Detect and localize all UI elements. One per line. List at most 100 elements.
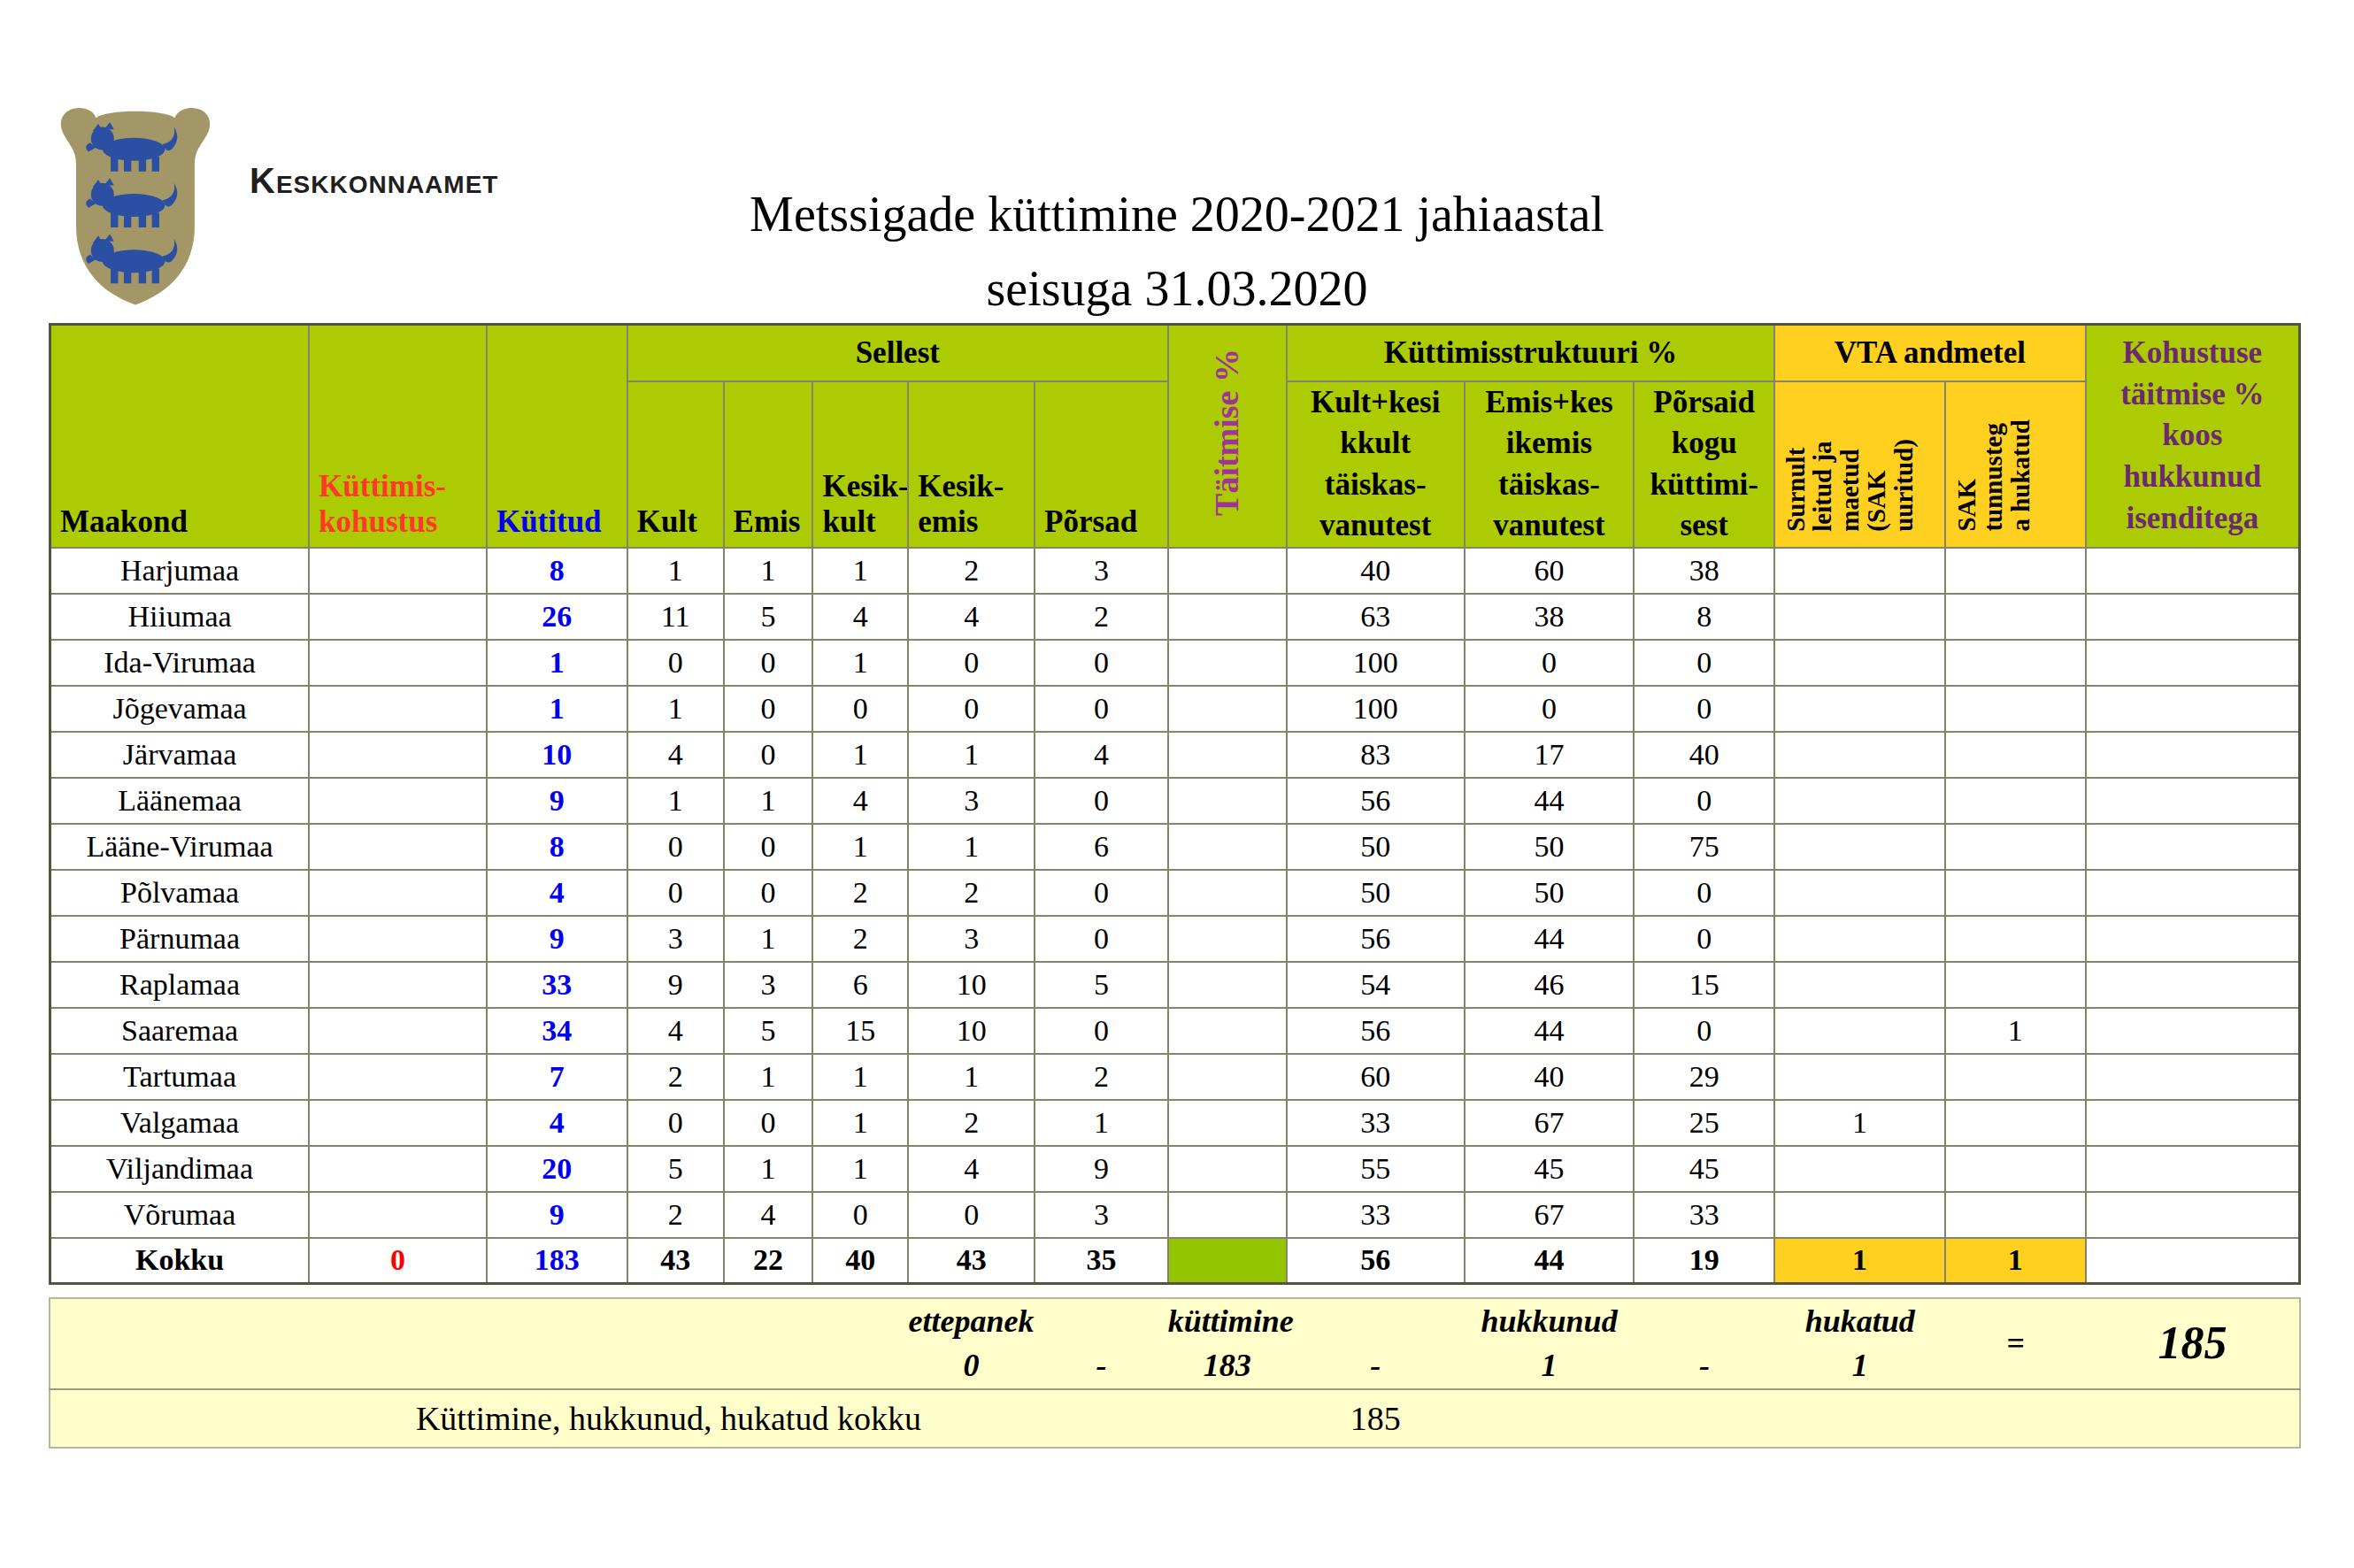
cell-s3: 0	[1634, 778, 1774, 824]
cell-emis: 0	[724, 686, 813, 732]
cell-kk: 1	[812, 548, 908, 594]
cell-kytitud: 7	[487, 1054, 627, 1100]
cell-kult: 0	[627, 870, 724, 916]
cell-kytitud: 9	[487, 778, 627, 824]
cell-s1: 50	[1287, 870, 1465, 916]
col-header-kult-kesikkult-pct: Kult+kesi kkult täiskas- vanutest	[1287, 381, 1465, 548]
cell-name: Saaremaa	[50, 1008, 310, 1054]
cell-vta2	[1945, 824, 2086, 870]
cell-porsad: 3	[1035, 548, 1168, 594]
summary-total-row: Küttimine, hukkunud, hukatud kokku 185	[50, 1389, 2300, 1448]
summary-spacer	[1465, 1389, 2300, 1448]
cell-kohustus	[309, 1146, 487, 1192]
cell-s3: 45	[1634, 1146, 1774, 1192]
cell-vta1	[1774, 870, 1945, 916]
cell-kult: 0	[627, 1100, 724, 1146]
cell-kohustuse	[2086, 686, 2300, 732]
cell-s3: 15	[1634, 962, 1774, 1008]
cell-vta2	[1945, 640, 2086, 686]
cell-s1: 63	[1287, 594, 1465, 640]
cell-ke: 2	[908, 548, 1035, 594]
cell-ke: 10	[908, 962, 1035, 1008]
cell-name: Võrumaa	[50, 1192, 310, 1238]
cell-kult: 4	[627, 732, 724, 778]
cell-kohustuse	[2086, 870, 2300, 916]
cell-porsad: 0	[1035, 1008, 1168, 1054]
cell-vta2	[1945, 916, 2086, 962]
cell-vta1: 1	[1774, 1238, 1945, 1284]
table-body: Harjumaa811123406038Hiiumaa2611544263388…	[50, 548, 2300, 1284]
cell-taitmise	[1168, 1100, 1287, 1146]
cell-porsad: 0	[1035, 916, 1168, 962]
cell-kytitud: 8	[487, 548, 627, 594]
cell-kk: 0	[812, 686, 908, 732]
cell-kytitud: 4	[487, 870, 627, 916]
cell-kk: 1	[812, 640, 908, 686]
cell-kytitud: 33	[487, 962, 627, 1008]
cell-taitmise	[1168, 870, 1287, 916]
cell-kohustuse	[2086, 640, 2300, 686]
summary-total-value: 185	[1287, 1389, 1465, 1448]
cell-kk: 4	[812, 594, 908, 640]
col-header-maakond: Maakond	[50, 325, 310, 548]
cell-porsad: 0	[1035, 870, 1168, 916]
cell-kohustus	[309, 962, 487, 1008]
summary-hukkunud: hukkunud 1	[1465, 1298, 1635, 1389]
cell-s2: 44	[1465, 916, 1635, 962]
table-row: Lääne-Virumaa800116505075	[50, 824, 2300, 870]
cell-emis: 0	[724, 640, 813, 686]
col-header-kyttimiskohustus: Küttimis- kohustus	[309, 325, 487, 548]
cell-s2: 38	[1465, 594, 1635, 640]
cell-taitmise	[1168, 1146, 1287, 1192]
cell-kohustuse	[2086, 1100, 2300, 1146]
table-row: Viljandimaa2051149554545	[50, 1146, 2300, 1192]
cell-s1: 56	[1287, 1008, 1465, 1054]
col-header-kohustuse-taitmise: Kohustuse täitmise % koos hukkunud isend…	[2086, 325, 2300, 548]
page-title: Metssigade küttimine 2020-2021 jahiaasta…	[0, 177, 2354, 326]
cell-kk: 2	[812, 916, 908, 962]
cell-emis: 4	[724, 1192, 813, 1238]
cell-s3: 38	[1634, 548, 1774, 594]
cell-emis: 22	[724, 1238, 813, 1284]
cell-kult: 1	[627, 778, 724, 824]
summary-minus-3: -	[1634, 1298, 1774, 1389]
cell-name: Tartumaa	[50, 1054, 310, 1100]
table-row: Läänemaa91143056440	[50, 778, 2300, 824]
table-row: Jõgevamaa11000010000	[50, 686, 2300, 732]
table-header: Maakond Küttimis- kohustus Kütitud Selle…	[50, 325, 2300, 548]
cell-s3: 40	[1634, 732, 1774, 778]
cell-porsad: 0	[1035, 686, 1168, 732]
summary-formula-row: ettepanek 0 - küttimine 183 - hukkunud 1	[50, 1298, 2300, 1389]
summary-minus-1: -	[1035, 1298, 1168, 1389]
cell-s3: 0	[1634, 870, 1774, 916]
cell-kytitud: 20	[487, 1146, 627, 1192]
cell-ke: 0	[908, 1192, 1035, 1238]
cell-vta1	[1774, 824, 1945, 870]
cell-vta1	[1774, 1054, 1945, 1100]
cell-s1: 55	[1287, 1146, 1465, 1192]
cell-porsad: 6	[1035, 824, 1168, 870]
cell-s2: 17	[1465, 732, 1635, 778]
cell-kohustuse	[2086, 1238, 2300, 1284]
cell-porsad: 3	[1035, 1192, 1168, 1238]
col-header-kult: Kult	[627, 381, 724, 548]
col-header-emis: Emis	[724, 381, 813, 548]
summary-grand-total: 185	[2086, 1298, 2300, 1389]
col-header-porsad: Põrsad	[1035, 381, 1168, 548]
cell-kohustus	[309, 1100, 487, 1146]
cell-kohustus	[309, 686, 487, 732]
col-header-sak-tunnustega: SAK tunnusteg a hukatud	[1945, 381, 2086, 548]
cell-vta1	[1774, 916, 1945, 962]
cell-name: Jõgevamaa	[50, 686, 310, 732]
cell-vta2: 1	[1945, 1008, 2086, 1054]
col-header-taitmise-pct: Täitmise %	[1168, 325, 1287, 548]
table-row: Hiiumaa2611544263388	[50, 594, 2300, 640]
cell-ke: 0	[908, 686, 1035, 732]
col-header-kesikkult: Kesik- kult	[812, 381, 908, 548]
cell-kult: 0	[627, 824, 724, 870]
cell-s2: 44	[1465, 778, 1635, 824]
cell-s2: 40	[1465, 1054, 1635, 1100]
cell-emis: 0	[724, 732, 813, 778]
cell-taitmise	[1168, 732, 1287, 778]
cell-kytitud: 10	[487, 732, 627, 778]
